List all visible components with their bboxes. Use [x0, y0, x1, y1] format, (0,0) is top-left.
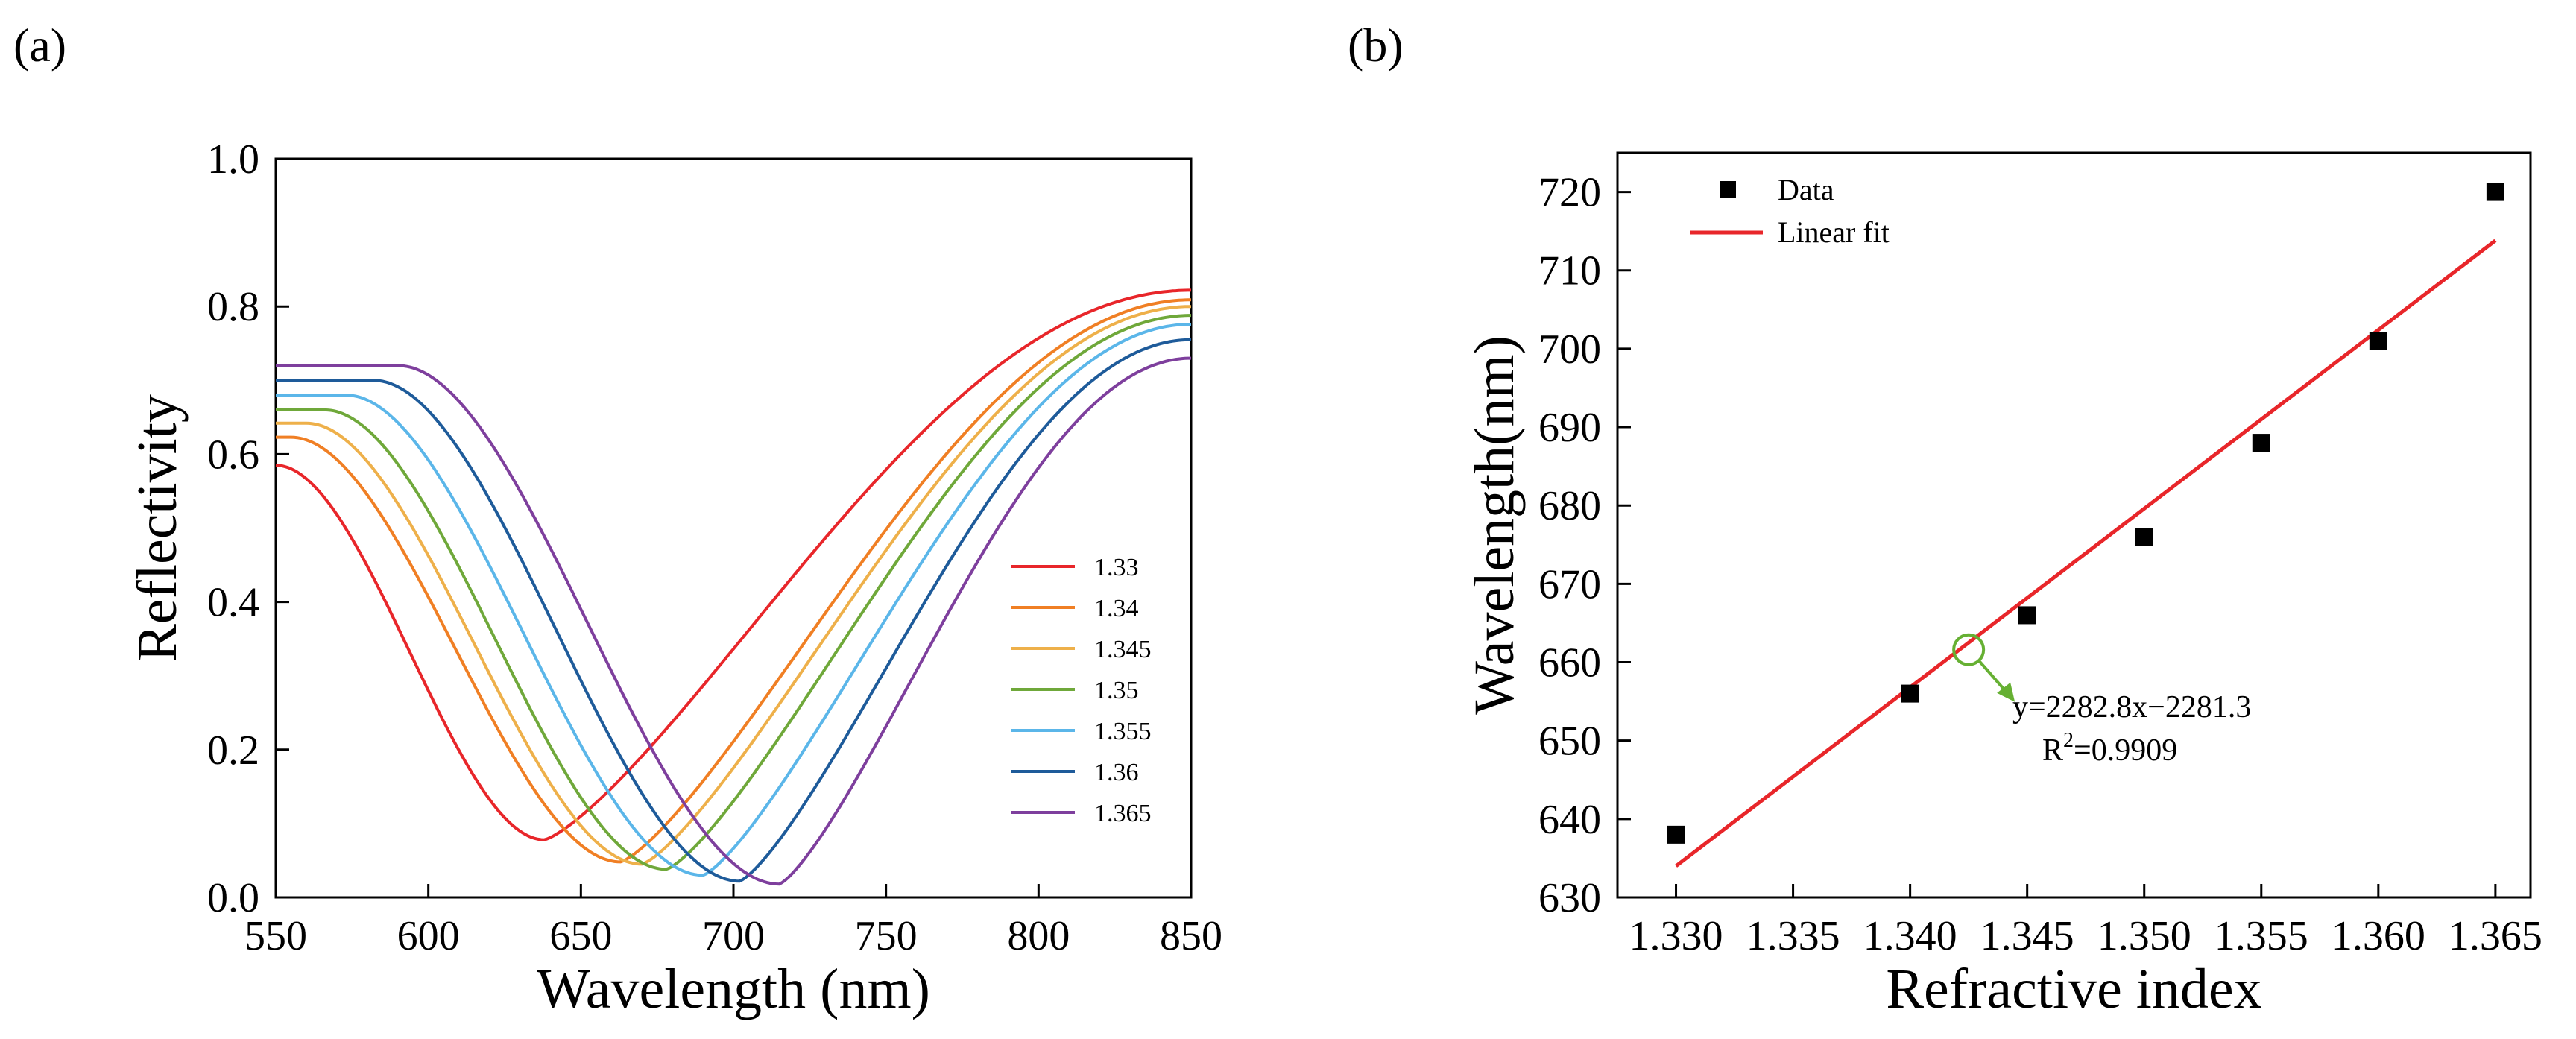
- series-line-1-34: [276, 298, 1191, 864]
- y-tick-label-b: 630: [1538, 875, 1601, 921]
- data-point: [2135, 528, 2153, 546]
- y-tick-label-a: 0.8: [207, 284, 259, 330]
- data-point: [2018, 606, 2036, 625]
- r-squared-label: R2=0.9909: [2042, 729, 2177, 768]
- x-tick-label-a: 800: [1007, 913, 1070, 959]
- legend-label: 1.33: [1094, 554, 1139, 581]
- fit-equation: y=2282.8x−2281.3: [2012, 690, 2251, 724]
- legend-label-fit: Linear fit: [1778, 215, 1890, 249]
- y-tick-label-a: 0.2: [207, 727, 259, 774]
- series-line-1-345: [276, 305, 1191, 866]
- panel-a-label: (a): [13, 19, 66, 72]
- y-tick-label-b: 640: [1538, 797, 1601, 843]
- legend-label: 1.36: [1094, 759, 1139, 786]
- y-tick-label-a: 0.0: [207, 875, 259, 921]
- legend-label: 1.355: [1094, 718, 1152, 745]
- chart-a: 550 600 650 700 750 800 850 0.0 0.2 0.4 0.6 0.8 1.0 W…: [126, 136, 1222, 1020]
- legend-label-data: Data: [1778, 173, 1834, 206]
- panel-b-label: (b): [1348, 19, 1404, 72]
- y-tick-label-b: 670: [1538, 561, 1601, 607]
- legend-label: 1.345: [1094, 636, 1152, 663]
- data-point: [2486, 183, 2504, 201]
- legend-label: 1.34: [1094, 595, 1139, 622]
- series-line-1-365: [276, 356, 1191, 886]
- x-axis-title-b: Refractive index: [1886, 958, 2261, 1020]
- y-tick-label-b: 720: [1538, 170, 1601, 216]
- legend-label: 1.35: [1094, 677, 1139, 704]
- data-point: [1901, 684, 1919, 703]
- r2-prefix: R: [2042, 733, 2063, 768]
- x-tick-label-a: 750: [855, 913, 918, 959]
- x-tick-label-a: 650: [549, 913, 612, 959]
- y-tick-label-a: 1.0: [207, 136, 259, 183]
- y-tick-label-a: 0.4: [207, 580, 259, 626]
- y-axis-title-a: Reflectivity: [126, 394, 189, 662]
- x-tick-label-b: 1.335: [1746, 913, 1840, 959]
- y-tick-label-b: 690: [1538, 405, 1601, 451]
- legend-swatch-data: [1720, 181, 1736, 198]
- x-tick-label-a: 850: [1160, 913, 1222, 959]
- series-line-1-33: [275, 288, 1191, 841]
- legend-label: 1.365: [1094, 800, 1152, 827]
- series-line-1-355: [276, 323, 1191, 877]
- chart-b: 1.330 1.335 1.340 1.345 1.350 1.355 1.360 1.365…: [1463, 151, 2542, 1020]
- x-tick-label-a: 550: [244, 913, 307, 959]
- y-tick-label-b: 660: [1538, 640, 1601, 686]
- x-axis-title-a: Wavelength (nm): [537, 958, 930, 1020]
- x-tick-label-b: 1.350: [2097, 913, 2191, 959]
- x-tick-label-b: 1.340: [1863, 913, 1957, 959]
- annotation-arrow-shaft: [1977, 660, 2007, 693]
- plot-frame-b: [1616, 151, 2532, 899]
- data-point: [1667, 825, 1685, 844]
- y-tick-label-b: 680: [1538, 483, 1601, 529]
- data-point: [2252, 434, 2270, 452]
- y-tick-label-b: 710: [1538, 248, 1601, 294]
- x-tick-label-b: 1.330: [1629, 913, 1723, 959]
- annotation-circle: [1952, 633, 1986, 666]
- x-tick-label-b: 1.355: [2214, 913, 2308, 959]
- y-axis-title-b: Wavelength(nm): [1463, 335, 1526, 715]
- x-tick-label-b: 1.360: [2332, 913, 2425, 959]
- x-tick-label-b: 1.365: [2449, 913, 2542, 959]
- x-tick-label-a: 700: [702, 913, 765, 959]
- series-line-1-35: [276, 314, 1191, 871]
- r2-superscript: 2: [2063, 729, 2074, 752]
- y-tick-label-b: 700: [1538, 326, 1601, 373]
- series-line-1-36: [276, 338, 1191, 883]
- x-tick-label-b: 1.345: [1980, 913, 2074, 959]
- y-tick-label-a: 0.6: [207, 432, 259, 478]
- annotation-arrowhead: [1997, 682, 2015, 702]
- y-tick-label-b: 650: [1538, 719, 1601, 765]
- r2-value: =0.9909: [2074, 733, 2177, 768]
- fit-line: [1675, 239, 2497, 868]
- x-tick-label-a: 600: [397, 913, 460, 959]
- data-point: [2369, 332, 2387, 350]
